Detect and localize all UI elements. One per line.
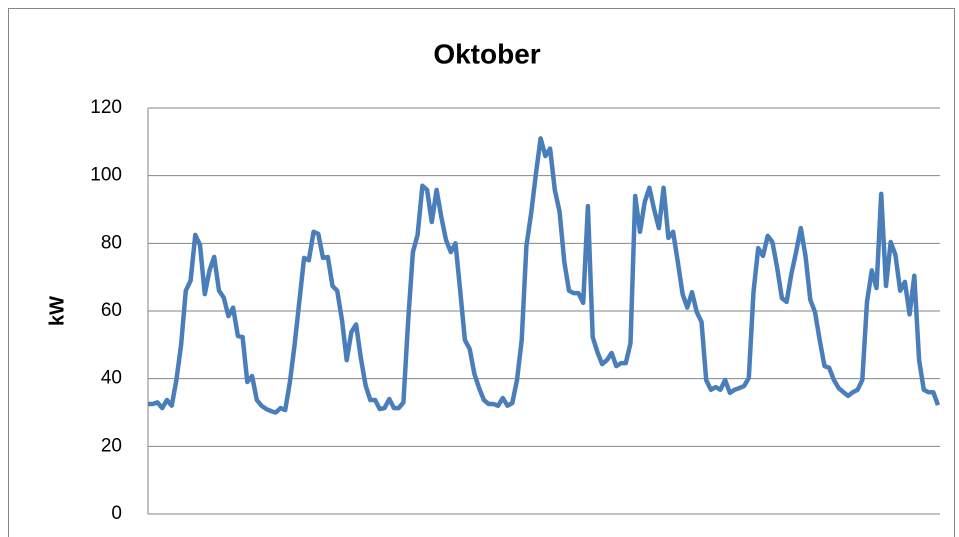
chart-border <box>8 8 955 537</box>
y-tick-label: 100 <box>90 165 122 186</box>
y-axis-label: kW <box>46 296 68 326</box>
y-tick-label: 120 <box>90 97 122 118</box>
y-tick-label: 20 <box>101 435 122 456</box>
y-tick-label: 80 <box>101 232 122 253</box>
chart-title: Oktober <box>433 38 540 69</box>
y-tick-label: 60 <box>101 300 122 321</box>
y-tick-label: 40 <box>101 368 122 389</box>
y-tick-label: 0 <box>111 503 122 524</box>
data-line <box>148 136 941 415</box>
